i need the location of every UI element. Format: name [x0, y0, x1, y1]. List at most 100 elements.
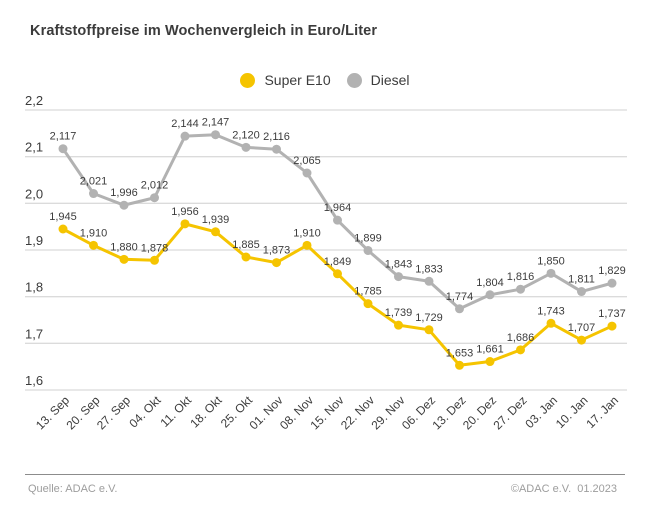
super-e10-data-label: 1,686 — [507, 332, 535, 344]
x-axis-tick-label: 27. Sep — [94, 393, 133, 432]
legend-item-diesel: Diesel — [346, 72, 410, 88]
diesel-data-label: 1,811 — [568, 274, 595, 286]
diesel-marker — [363, 245, 373, 255]
super-e10-marker — [89, 240, 98, 250]
super-e10-marker — [516, 345, 525, 355]
diesel-marker — [333, 215, 342, 225]
diesel-marker — [272, 144, 281, 154]
super-e10-data-label: 1,743 — [537, 305, 565, 317]
super-e10-data-label: 1,945 — [49, 211, 77, 223]
super-e10-data-label: 1,739 — [385, 307, 413, 319]
super-e10-marker — [394, 320, 403, 330]
diesel-marker — [424, 276, 434, 286]
diesel-data-label: 2,117 — [50, 131, 77, 143]
y-axis-tick-label: 2,2 — [25, 93, 43, 108]
diesel-marker — [607, 278, 617, 288]
super-e10-data-label: 1,737 — [598, 308, 626, 320]
diesel-marker — [150, 193, 159, 203]
x-axis-tick-label: 03. Jan — [522, 393, 560, 431]
super-e10-marker — [119, 254, 129, 264]
diesel-data-label: 1,816 — [507, 271, 535, 283]
diesel-data-label: 1,833 — [415, 263, 443, 275]
diesel-data-label: 1,964 — [324, 202, 352, 214]
diesel-data-label: 2,012 — [141, 180, 169, 192]
y-axis-tick-label: 2,0 — [25, 186, 43, 201]
diesel-marker — [577, 287, 586, 297]
y-axis-tick-label: 1,6 — [25, 373, 43, 388]
diesel-marker — [58, 144, 68, 154]
super-e10-data-label: 1,661 — [476, 344, 504, 356]
x-axis-tick-label: 17. Jan — [583, 393, 621, 431]
super-e10-data-label: 1,849 — [324, 256, 352, 268]
super-e10-legend-dot-icon — [240, 72, 256, 88]
diesel-data-label: 1,996 — [110, 187, 138, 199]
super-e10-marker — [424, 325, 434, 335]
super-e10-marker — [485, 357, 495, 367]
y-axis-tick-label: 1,8 — [25, 280, 43, 295]
x-axis-tick-label: 10. Jan — [553, 393, 591, 431]
super-e10-data-label: 1,939 — [202, 214, 230, 226]
legend-item-super-e10: Super E10 — [240, 72, 331, 88]
super-e10-marker — [546, 318, 556, 328]
super-e10-marker — [272, 258, 281, 268]
source-note: Quelle: ADAC e.V. — [28, 483, 118, 495]
super-e10-marker — [363, 299, 373, 309]
super-e10-data-label: 1,910 — [80, 227, 108, 239]
diesel-data-label: 2,021 — [80, 176, 108, 188]
diesel-marker — [516, 284, 525, 294]
legend-label-super-e10: Super E10 — [264, 72, 331, 88]
super-e10-data-label: 1,880 — [110, 241, 138, 253]
diesel-legend-dot-icon — [346, 72, 362, 88]
super-e10-marker — [241, 252, 251, 262]
diesel-marker — [394, 272, 403, 282]
diesel-data-label: 2,065 — [293, 155, 321, 167]
diesel-marker — [485, 290, 495, 300]
super-e10-data-label: 1,729 — [415, 312, 443, 324]
super-e10-data-label: 1,956 — [171, 206, 199, 218]
chart-legend: Super E10 Diesel — [0, 72, 650, 88]
x-axis-tick-label: 27. Dez — [490, 393, 529, 432]
super-e10-marker — [180, 219, 190, 229]
y-axis-tick-label: 1,9 — [25, 233, 43, 248]
chart-title: Kraftstoffpreise im Wochenvergleich in E… — [30, 23, 378, 39]
diesel-data-label: 2,147 — [202, 117, 230, 129]
diesel-data-label: 2,144 — [171, 118, 199, 130]
super-e10-data-label: 1,878 — [141, 242, 169, 254]
super-e10-marker — [302, 240, 312, 250]
super-e10-data-label: 1,707 — [568, 322, 596, 334]
super-e10-marker — [333, 269, 342, 279]
diesel-data-label: 1,843 — [385, 259, 413, 271]
y-axis-tick-label: 2,1 — [25, 140, 43, 155]
diesel-marker — [119, 200, 129, 210]
diesel-marker — [211, 130, 220, 140]
diesel-marker — [302, 168, 312, 178]
diesel-data-label: 1,804 — [476, 277, 504, 289]
super-e10-marker — [211, 227, 220, 237]
diesel-marker — [241, 142, 251, 152]
diesel-marker — [455, 304, 464, 314]
x-axis-tick-label: 04. Okt — [126, 393, 164, 431]
diesel-data-label: 2,120 — [232, 129, 260, 141]
super-e10-data-label: 1,873 — [263, 245, 291, 257]
diesel-data-label: 1,899 — [354, 232, 382, 244]
super-e10-marker — [577, 335, 586, 345]
super-e10-data-label: 1,653 — [446, 347, 474, 359]
diesel-data-label: 2,116 — [263, 131, 290, 143]
x-axis-tick-label: 18. Okt — [187, 393, 225, 431]
diesel-data-label: 1,829 — [598, 265, 626, 277]
copyright-note: ©ADAC e.V. 01.2023 — [510, 483, 617, 495]
diesel-marker — [180, 131, 190, 141]
diesel-data-label: 1,774 — [446, 291, 474, 303]
diesel-data-label: 1,850 — [537, 255, 565, 267]
super-e10-marker — [455, 360, 464, 370]
diesel-marker — [89, 189, 98, 199]
super-e10-marker — [58, 224, 68, 234]
super-e10-data-label: 1,910 — [293, 227, 321, 239]
super-e10-marker — [607, 321, 617, 331]
super-e10-data-label: 1,785 — [354, 286, 382, 298]
diesel-marker — [546, 268, 556, 278]
super-e10-data-label: 1,885 — [232, 239, 260, 251]
footer-divider — [25, 474, 625, 475]
super-e10-marker — [150, 255, 159, 265]
